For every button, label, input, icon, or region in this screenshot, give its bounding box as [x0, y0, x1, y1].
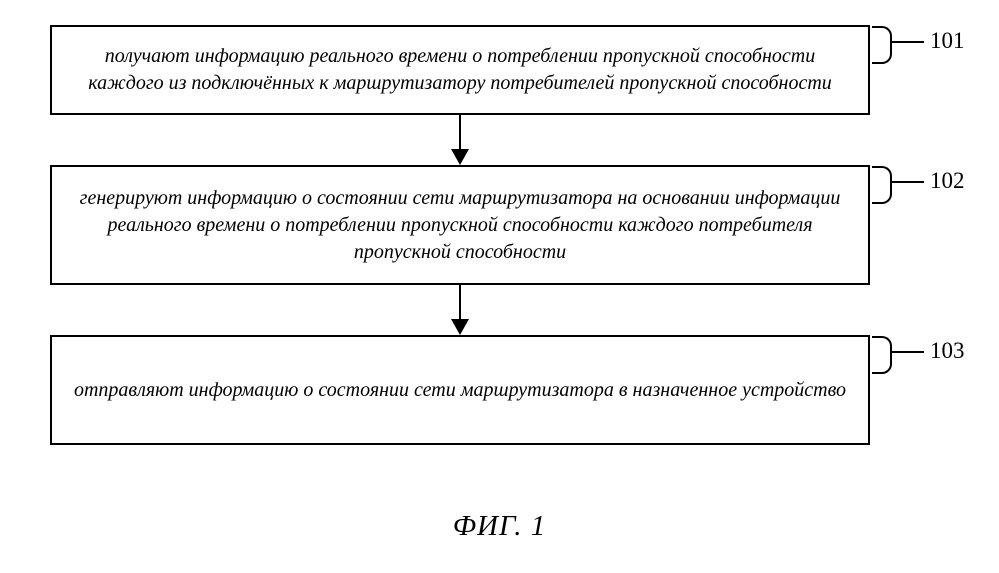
step-1-label: 101: [930, 28, 965, 54]
arrow-2-3-head: [451, 319, 469, 335]
step-2-label-tail: [890, 181, 924, 183]
step-2-box: генерируют информацию о состоянии сети м…: [50, 165, 870, 285]
flowchart-canvas: получают информацию реального времени о …: [0, 0, 999, 573]
step-1-text: получают информацию реального времени о …: [66, 43, 854, 97]
step-1-label-tail: [890, 41, 924, 43]
figure-caption: ФИГ. 1: [0, 510, 999, 543]
arrow-1-2-line: [459, 115, 461, 149]
step-1-label-text: 101: [930, 28, 965, 53]
step-3-text: отправляют информацию о состоянии сети м…: [74, 377, 846, 404]
step-2-label-bracket: [872, 166, 892, 204]
figure-caption-text: ФИГ. 1: [453, 510, 547, 542]
step-3-label-bracket: [872, 336, 892, 374]
step-1-label-bracket: [872, 26, 892, 64]
step-2-label-text: 102: [930, 168, 965, 193]
arrow-2-3-line: [459, 285, 461, 319]
step-3-label-tail: [890, 351, 924, 353]
arrow-1-2-head: [451, 149, 469, 165]
step-2-text: генерируют информацию о состоянии сети м…: [66, 185, 854, 266]
step-3-label: 103: [930, 338, 965, 364]
step-3-box: отправляют информацию о состоянии сети м…: [50, 335, 870, 445]
step-2-label: 102: [930, 168, 965, 194]
step-1-box: получают информацию реального времени о …: [50, 25, 870, 115]
step-3-label-text: 103: [930, 338, 965, 363]
